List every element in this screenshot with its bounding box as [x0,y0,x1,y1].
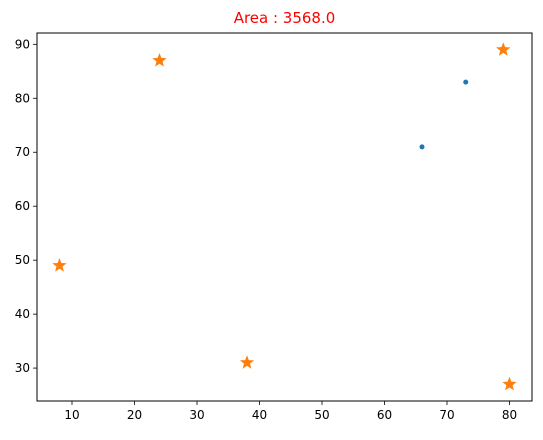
y-tick-label: 60 [15,199,30,213]
star-marker [496,42,511,56]
y-tick-label: 70 [15,145,30,159]
star-marker [502,376,517,391]
x-axis: 10 20 30 40 50 60 70 80 [64,401,517,422]
y-tick-label: 50 [15,253,30,267]
x-tick-label: 80 [502,408,517,422]
x-tick-label: 60 [377,408,392,422]
y-tick-label: 30 [15,361,30,375]
dot-marker [419,144,425,150]
x-tick-label: 70 [439,408,454,422]
plot-frame [36,32,533,402]
star-marker [52,258,67,272]
y-tick-label: 80 [15,91,30,105]
y-axis: 30 40 50 60 70 80 90 [15,37,37,375]
star-marker [152,53,167,67]
x-tick-label: 10 [64,408,79,422]
x-tick-label: 20 [127,408,142,422]
dot-marker [463,79,469,85]
chart-title: Area : 3568.0 [234,9,336,27]
x-tick-label: 40 [252,408,267,422]
y-tick-label: 90 [15,37,30,51]
star-marker [239,355,255,369]
y-tick-label: 40 [15,307,30,321]
x-tick-label: 50 [314,408,329,422]
x-tick-label: 30 [189,408,204,422]
data-points [52,42,517,391]
